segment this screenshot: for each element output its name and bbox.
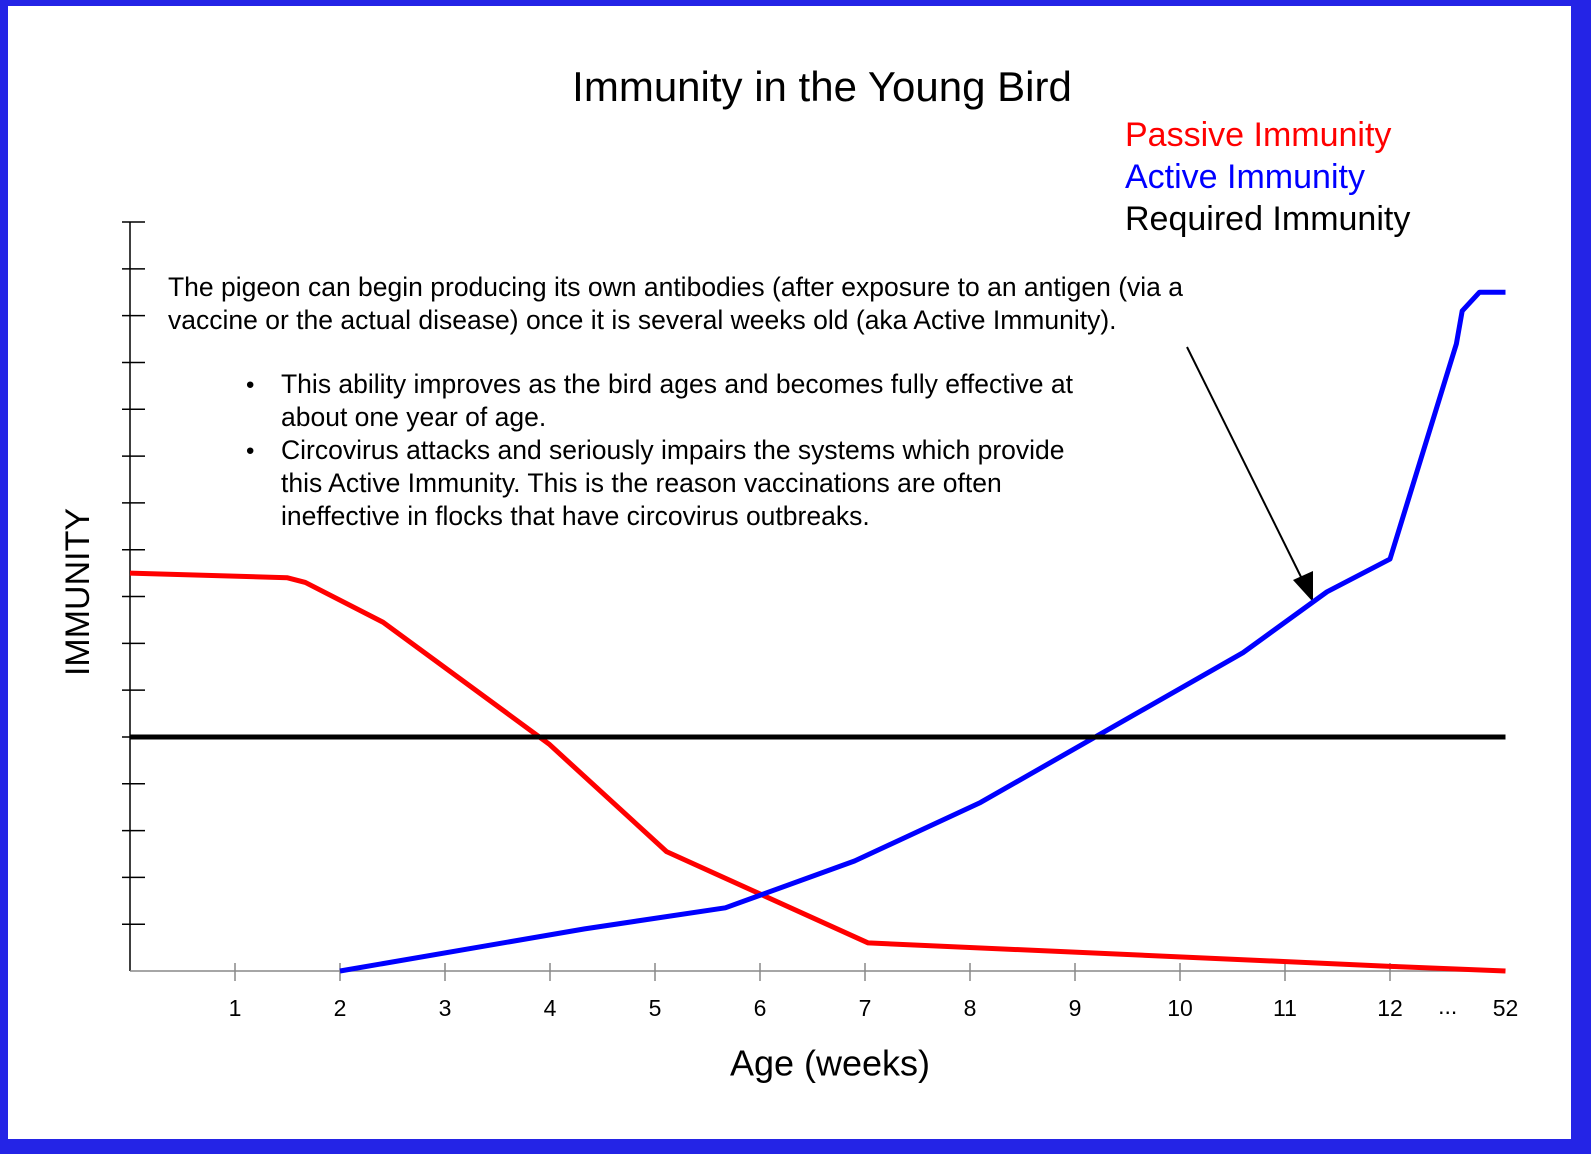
y-axis-label: IMMUNITY (59, 508, 97, 676)
bullet-text: Circovirus attacks and seriously impairs… (281, 435, 1065, 465)
legend-entry: Active Immunity (1125, 158, 1365, 196)
legend-entry: Passive Immunity (1125, 116, 1391, 154)
x-tick-label: 10 (1167, 995, 1193, 1021)
x-tick-label: 6 (754, 995, 767, 1021)
x-tick-label: 8 (964, 995, 977, 1021)
bullet-dot: • (246, 437, 254, 464)
x-tick-label: 11 (1273, 995, 1297, 1021)
annotation-arrow (1186, 346, 1306, 586)
arrow-head (1293, 571, 1313, 602)
x-tick-label: 7 (859, 995, 872, 1021)
axis-break: ... (1438, 993, 1457, 1019)
bullet-text: about one year of age. (281, 402, 546, 432)
x-axis-label: Age (weeks) (730, 1043, 930, 1084)
bullet-text: ineffective in flocks that have circovir… (281, 501, 870, 531)
note-text: The pigeon can begin producing its own a… (168, 272, 1183, 302)
x-tick-label: 12 (1377, 995, 1403, 1021)
bullet-text: this Active Immunity. This is the reason… (281, 468, 1002, 498)
bullet-dot: • (246, 371, 254, 398)
legend-entry: Required Immunity (1125, 200, 1410, 238)
series-line (339, 289, 1506, 974)
x-tick-label: 3 (439, 995, 452, 1021)
chart-title: Immunity in the Young Bird (572, 63, 1072, 110)
x-tick-label: 52 (1493, 995, 1519, 1021)
note-text: vaccine or the actual disease) once it i… (168, 305, 1117, 335)
x-tick-label: 5 (649, 995, 662, 1021)
x-tick-label: 2 (334, 995, 347, 1021)
bullet-text: This ability improves as the bird ages a… (281, 369, 1074, 399)
x-tick-label: 4 (544, 995, 557, 1021)
x-tick-label: 9 (1069, 995, 1082, 1021)
series-line (129, 570, 1506, 974)
x-tick-label: 1 (229, 995, 242, 1021)
